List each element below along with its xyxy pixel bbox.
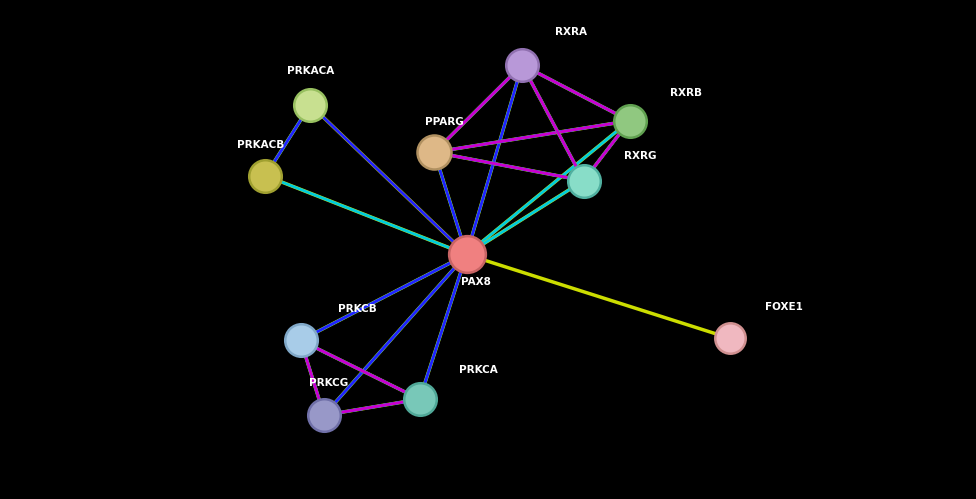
Text: PRKCG: PRKCG (309, 378, 348, 388)
Text: PRKCB: PRKCB (338, 304, 377, 314)
Point (722, 334, 738, 342)
Point (412, 395, 427, 403)
Point (459, 250, 474, 258)
Text: PRKACA: PRKACA (287, 66, 334, 76)
Point (622, 117, 637, 125)
Point (576, 177, 591, 185)
Point (316, 411, 332, 419)
Point (293, 336, 308, 344)
Text: PRKACB: PRKACB (237, 140, 284, 150)
Text: FOXE1: FOXE1 (765, 302, 802, 312)
Text: RXRA: RXRA (555, 27, 587, 37)
Text: RXRG: RXRG (624, 151, 657, 161)
Point (303, 101, 318, 109)
Text: PPARG: PPARG (425, 117, 464, 127)
Text: PAX8: PAX8 (462, 277, 491, 287)
Text: RXRB: RXRB (671, 88, 702, 98)
Point (258, 172, 273, 180)
Point (514, 61, 530, 69)
Text: PRKCA: PRKCA (459, 365, 498, 375)
Point (427, 148, 442, 156)
